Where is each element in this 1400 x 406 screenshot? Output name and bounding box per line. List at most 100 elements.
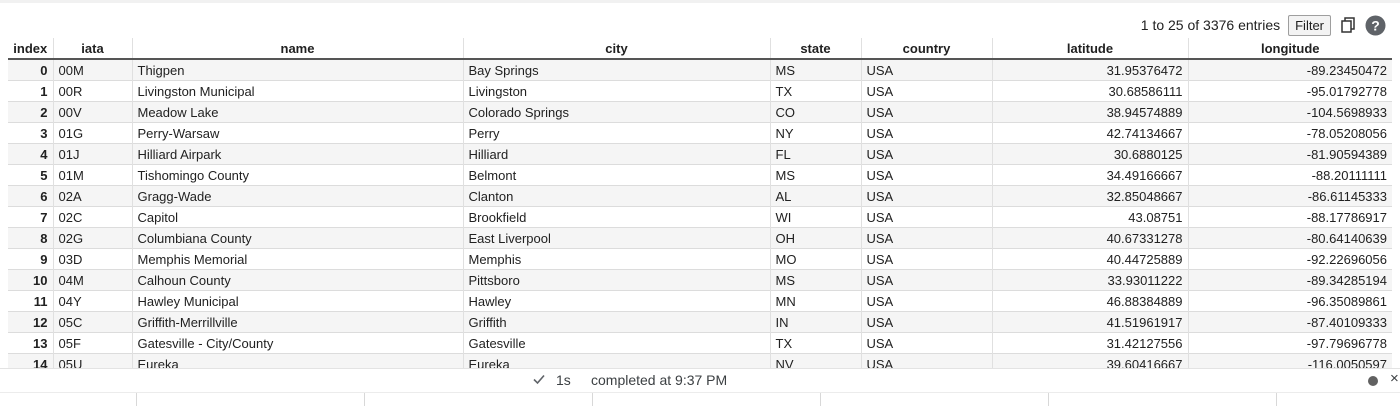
cell-iata: 00R — [52, 80, 132, 102]
cell-latitude: 41.51961917 — [991, 311, 1188, 333]
cell-state: IN — [769, 311, 861, 333]
cell-state: WI — [769, 206, 861, 228]
column-header-iata[interactable]: iata — [52, 38, 132, 60]
column-header-name[interactable]: name — [131, 38, 463, 60]
divider — [820, 393, 821, 406]
column-header-index[interactable]: index — [8, 38, 53, 60]
divider — [136, 393, 137, 406]
cell-latitude: 40.67331278 — [991, 227, 1188, 249]
status-dot-icon — [1368, 376, 1378, 386]
cell-latitude: 40.44725889 — [991, 248, 1188, 270]
cell-country: USA — [860, 80, 992, 102]
cell-latitude: 30.6880125 — [991, 143, 1188, 165]
cell-city: Gatesville — [462, 332, 770, 354]
cell-state: TX — [769, 80, 861, 102]
close-icon[interactable]: × — [1390, 370, 1399, 387]
cell-longitude: -78.05208056 — [1187, 122, 1392, 144]
cell-iata: 04Y — [52, 290, 132, 312]
column-header-latitude[interactable]: latitude — [991, 38, 1188, 60]
cell-longitude: -81.90594389 — [1187, 143, 1392, 165]
cell-city: Hawley — [462, 290, 770, 312]
cell-state: FL — [769, 143, 861, 165]
cell-state: MN — [769, 290, 861, 312]
cell-state: OH — [769, 227, 861, 249]
cell-country: USA — [860, 269, 992, 291]
cell-city: Colorado Springs — [462, 101, 770, 123]
table-row[interactable]: 7 02C Capitol Brookfield WI USA 43.08751 -88.17… — [8, 206, 1392, 228]
cell-index: 0 — [8, 58, 53, 81]
cell-latitude: 32.85048667 — [991, 185, 1188, 207]
cell-name: Tishomingo County — [131, 164, 463, 186]
cell-iata: 05U — [52, 353, 132, 368]
copy-icon[interactable] — [1339, 16, 1357, 34]
cell-city: Belmont — [462, 164, 770, 186]
table-row[interactable]: 11 04Y Hawley Municipal Hawley MN USA 46.88384… — [8, 290, 1392, 312]
cell-iata: 02C — [52, 206, 132, 228]
cell-index: 5 — [8, 164, 53, 186]
cell-iata: 05C — [52, 311, 132, 333]
cell-city: Livingston — [462, 80, 770, 102]
cell-country: USA — [860, 332, 992, 354]
column-header-country[interactable]: country — [860, 38, 992, 60]
cell-latitude: 31.42127556 — [991, 332, 1188, 354]
cell-name: Capitol — [131, 206, 463, 228]
cell-state: MO — [769, 248, 861, 270]
cell-city: Perry — [462, 122, 770, 144]
table-row[interactable]: 1 00R Livingston Municipal Livingston TX USA 3… — [8, 80, 1392, 102]
cell-name: Gatesville - City/County — [131, 332, 463, 354]
column-header-longitude[interactable]: longitude — [1187, 38, 1392, 60]
cell-country: USA — [860, 143, 992, 165]
divider — [364, 393, 365, 406]
help-icon[interactable]: ? — [1365, 15, 1386, 36]
cell-city: Bay Springs — [462, 58, 770, 81]
cell-name: Thigpen — [131, 58, 463, 81]
table-row[interactable]: 4 01J Hilliard Airpark Hilliard FL USA 30.6880… — [8, 143, 1392, 165]
table-body: 0 00M Thigpen Bay Springs MS USA 31.95376472 -8… — [8, 58, 1392, 368]
cell-country: USA — [860, 101, 992, 123]
cell-country: USA — [860, 227, 992, 249]
cell-index: 14 — [8, 353, 53, 368]
table-toolbar: 1 to 25 of 3376 entries Filter ? — [1141, 12, 1386, 38]
cell-index: 2 — [8, 101, 53, 123]
cell-longitude: -92.22696056 — [1187, 248, 1392, 270]
svg-text:?: ? — [1371, 17, 1380, 33]
table-row[interactable]: 12 05C Griffith-Merrillville Griffith IN USA 4… — [8, 311, 1392, 333]
data-table: index iata name city state country latitude lon… — [8, 38, 1392, 368]
table-row[interactable]: 10 04M Calhoun County Pittsboro MS USA 33.9301… — [8, 269, 1392, 291]
cell-index: 12 — [8, 311, 53, 333]
cell-index: 6 — [8, 185, 53, 207]
table-row[interactable]: 8 02G Columbiana County East Liverpool OH USA… — [8, 227, 1392, 249]
cell-iata: 01G — [52, 122, 132, 144]
filter-button[interactable]: Filter — [1288, 14, 1331, 36]
table-row[interactable]: 14 05U Eureka Eureka NV USA 39.60416667 -116.00… — [8, 353, 1392, 368]
cell-longitude: -96.35089861 — [1187, 290, 1392, 312]
cell-longitude: -95.01792778 — [1187, 80, 1392, 102]
table-row[interactable]: 13 05F Gatesville - City/County Gatesville T… — [8, 332, 1392, 354]
cell-name: Griffith-Merrillville — [131, 311, 463, 333]
table-row[interactable]: 5 01M Tishomingo County Belmont MS USA 34.4916… — [8, 164, 1392, 186]
cell-latitude: 33.93011222 — [991, 269, 1188, 291]
cell-iata: 01M — [52, 164, 132, 186]
table-row[interactable]: 6 02A Gragg-Wade Clanton AL USA 32.85048667 -86… — [8, 185, 1392, 207]
cell-index: 10 — [8, 269, 53, 291]
cell-country: USA — [860, 248, 992, 270]
execution-duration: 1s — [556, 372, 571, 388]
cell-iata: 02A — [52, 185, 132, 207]
table-row[interactable]: 3 01G Perry-Warsaw Perry NY USA 42.74134667 -78… — [8, 122, 1392, 144]
cell-index: 13 — [8, 332, 53, 354]
cell-index: 4 — [8, 143, 53, 165]
cell-latitude: 46.88384889 — [991, 290, 1188, 312]
data-table-container[interactable]: index iata name city state country latitude lon… — [8, 38, 1392, 368]
column-header-state[interactable]: state — [769, 38, 861, 60]
column-header-city[interactable]: city — [462, 38, 770, 60]
cell-latitude: 43.08751 — [991, 206, 1188, 228]
divider — [1048, 393, 1049, 406]
table-row[interactable]: 0 00M Thigpen Bay Springs MS USA 31.95376472 -8… — [8, 58, 1392, 81]
table-row[interactable]: 2 00V Meadow Lake Colorado Springs CO USA 38.9… — [8, 101, 1392, 123]
cell-city: Brookfield — [462, 206, 770, 228]
cell-city: East Liverpool — [462, 227, 770, 249]
check-icon — [532, 372, 546, 386]
entries-count: 1 to 25 of 3376 entries — [1140, 17, 1281, 33]
table-row[interactable]: 9 03D Memphis Memorial Memphis MO USA 40.44725… — [8, 248, 1392, 270]
cell-latitude: 38.94574889 — [991, 101, 1188, 123]
